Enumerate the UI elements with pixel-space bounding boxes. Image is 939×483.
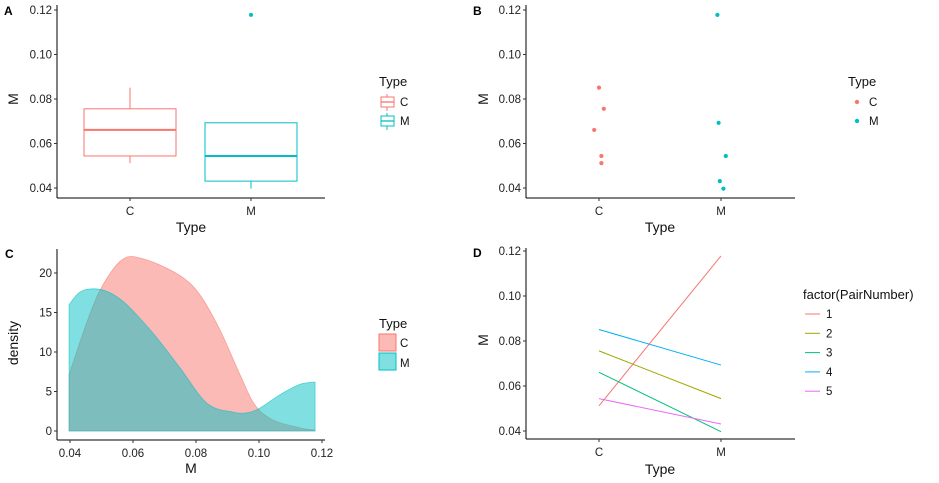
- legend-title: Type: [379, 316, 407, 331]
- panel-c-y-axis-title: density: [5, 321, 21, 365]
- panel-b-x-tick-label: C: [595, 206, 603, 218]
- panel-c-density: C 0 5 10 15 20 0.04 0.06 0.08 0.10 0.12 M density…: [5, 247, 410, 476]
- panel-d-x-tick-label: M: [716, 447, 726, 459]
- legend-label-1: 1: [826, 309, 832, 321]
- panel-b-y-tick-label: 0.04: [499, 183, 522, 195]
- legend-label-m: M: [869, 116, 879, 128]
- panel-b-scatter: B 0.040.060.080.100.12C M Type M Type C M: [473, 4, 879, 235]
- panel-b-legend: Type C M: [848, 74, 879, 128]
- pair-line-3: [598, 371, 722, 433]
- panel-c-y-tick-label: 20: [39, 268, 52, 280]
- panel-c-x-tick-label: 0.08: [185, 448, 207, 460]
- panel-c-y-tick-label: 15: [39, 308, 52, 320]
- panel-c-x-tick-label: 0.12: [311, 448, 333, 460]
- panel-c-x-tick-label: 0.10: [248, 448, 270, 460]
- point-c: [596, 85, 602, 90]
- point-m: [716, 120, 721, 125]
- panel-d-y-tick-label: 0.10: [499, 291, 521, 303]
- panel-b-y-axis-title: M: [475, 93, 491, 105]
- panel-a-x-tick-label: M: [246, 206, 256, 218]
- legend-label-4: 4: [826, 367, 833, 379]
- panel-d-y-tick-label: 0.04: [499, 426, 522, 438]
- point-m: [723, 153, 728, 159]
- legend-key-c: [854, 99, 860, 105]
- panel-d-x-tick-label: C: [595, 447, 603, 459]
- panel-a-legend: Type C M: [379, 74, 410, 130]
- panel-d-y-axis-title: M: [475, 334, 491, 346]
- panel-d-legend: factor(PairNumber) 1 2 3 4 5: [803, 287, 914, 398]
- panel-c-y-tick-label: 0: [46, 426, 52, 438]
- point-m: [717, 179, 722, 184]
- pair-line-1: [598, 255, 722, 407]
- legend-key-c: [380, 94, 395, 111]
- panel-d-y-tick-label: 0.06: [499, 381, 521, 393]
- point-c: [592, 127, 597, 133]
- panel-a-y-axis-title: M: [5, 93, 21, 105]
- legend-key-c: [378, 333, 397, 352]
- pair-line-5: [598, 398, 722, 425]
- legend-label-m: M: [400, 116, 410, 128]
- box-iqr: [83, 108, 177, 157]
- panel-c-y-tick-label: 10: [39, 347, 52, 359]
- legend-key-m: [380, 113, 395, 130]
- outlier-point: [249, 12, 253, 17]
- panel-b-y-tick-label: 0.08: [499, 94, 521, 106]
- point-m: [715, 12, 720, 17]
- box-m: [204, 12, 298, 189]
- panel-b-x-axis-title: Type: [645, 219, 676, 235]
- panel-a-y-tick-label: 0.04: [30, 183, 53, 195]
- legend-label-c: C: [400, 338, 408, 350]
- legend-label-m: M: [400, 358, 410, 370]
- panel-c-y-tick-label: 5: [46, 387, 52, 399]
- legend-label-3: 3: [826, 348, 832, 360]
- panel-d-lines: D 0.04 0.06 0.08 0.10 0.12 C M Type M factor(P…: [473, 246, 914, 477]
- legend-title: factor(PairNumber): [803, 287, 914, 302]
- legend-key-m: [378, 352, 397, 371]
- panel-c-x-tick-label: 0.04: [59, 448, 82, 460]
- panel-c-legend: Type C M: [378, 316, 410, 371]
- panel-b-y-tick-label: 0.10: [499, 50, 521, 62]
- panel-a-x-tick-label: C: [126, 206, 134, 218]
- legend-label-c: C: [400, 97, 408, 109]
- legend-key-m: [854, 118, 860, 124]
- point-m: [721, 186, 726, 191]
- panel-b-y-tick-label: 0.06: [499, 139, 521, 151]
- panel-d-y-tick-label: 0.08: [499, 336, 521, 348]
- legend-label-5: 5: [826, 386, 832, 398]
- panel-c-x-axis-title: M: [185, 460, 197, 476]
- panel-b-y-tick-label: 0.12: [499, 5, 521, 17]
- panel-a-boxplot: A 0.040.060.080.100.12C M Type M Type C M: [4, 4, 410, 235]
- panel-a-tag: A: [4, 4, 13, 18]
- panel-c-x-tick-label: 0.06: [122, 448, 144, 460]
- box-iqr: [204, 122, 298, 182]
- density-area-m: [68, 288, 316, 432]
- panel-c-tag: C: [5, 247, 14, 261]
- panel-d-x-axis-title: Type: [645, 461, 676, 477]
- point-c: [601, 106, 606, 111]
- panel-d-tag: D: [473, 246, 482, 260]
- legend-label-c: C: [869, 97, 877, 109]
- legend-label-2: 2: [826, 328, 832, 340]
- point-c: [599, 160, 604, 166]
- panel-d-y-tick-label: 0.12: [499, 246, 521, 258]
- panel-a-y-tick-label: 0.12: [30, 5, 52, 17]
- panel-a-y-tick-label: 0.08: [30, 94, 52, 106]
- legend-title: Type: [848, 74, 876, 89]
- panel-b-x-tick-label: M: [716, 206, 726, 218]
- box-c: [83, 87, 177, 164]
- pair-line-2: [598, 350, 722, 400]
- panel-b-tag: B: [473, 4, 482, 18]
- panel-a-x-axis-title: Type: [176, 219, 207, 235]
- legend-title: Type: [379, 74, 407, 89]
- panel-a-y-tick-label: 0.06: [30, 139, 52, 151]
- panel-a-y-tick-label: 0.10: [30, 50, 52, 62]
- point-c: [599, 153, 604, 159]
- pair-line-4: [598, 329, 722, 366]
